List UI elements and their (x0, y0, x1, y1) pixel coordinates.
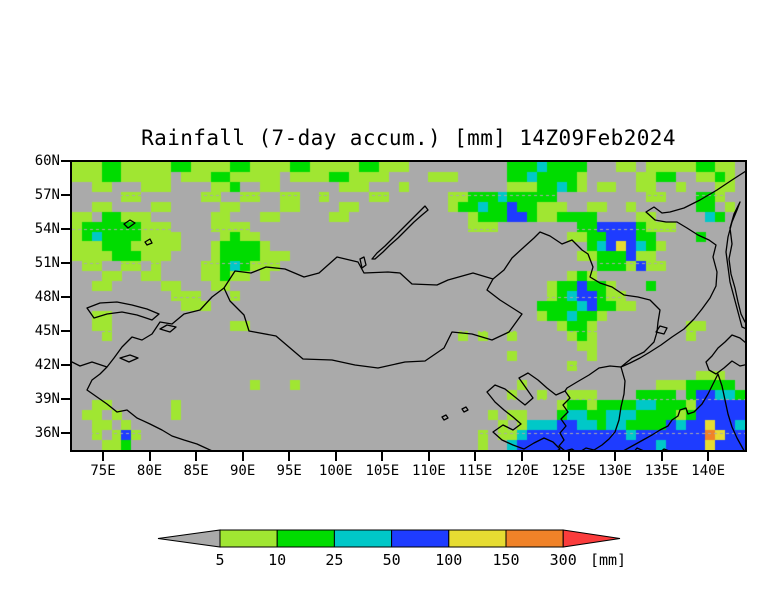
honshu-coastline (623, 373, 745, 450)
tibet-lakes (441, 406, 469, 421)
lon-tick-mark (614, 452, 617, 461)
kazakh-china-himalaya-borders (72, 287, 225, 450)
lon-tick-mark (474, 452, 477, 461)
lat-tick-label: 48N (34, 289, 60, 305)
lakes-balkhash-zaysan-issykkul (86, 301, 177, 363)
lake-khanka (655, 325, 668, 335)
lat-tick-mark (61, 296, 70, 298)
colorbar-segment-50 (391, 529, 450, 548)
okhotsk-primorye-coastline (620, 170, 745, 368)
lon-tick-mark (102, 452, 104, 461)
lat-tick-label: 45N (34, 323, 60, 339)
plot-title: Rainfall (7-day accum.) [mm] 14Z09Feb202… (141, 126, 676, 150)
hokkaido-coastline (705, 334, 745, 375)
colorbar-segment-150 (505, 529, 564, 548)
lon-tick-label: 105E (365, 463, 400, 479)
colorbar-tick-label: 10 (268, 551, 286, 569)
lat-tick-label: 54N (34, 221, 60, 237)
lat-tick-mark (61, 432, 70, 434)
colorbar: 5 10 25 50 100 150 300 [mm] (157, 529, 626, 569)
lat-tick-mark (61, 330, 70, 332)
lon-tick-mark (288, 452, 291, 461)
lat-tick-label: 36N (34, 425, 60, 441)
colorbar-segment-100 (448, 529, 507, 548)
korea-coastline (558, 366, 626, 450)
lon-tick-label: 125E (551, 463, 586, 479)
lon-tick-label: 85E (183, 463, 209, 479)
lon-tick-mark (195, 452, 198, 461)
korea-china-border (564, 365, 622, 392)
lon-tick-mark (427, 452, 430, 461)
lakes-chany-teletskoye-baikal-khovsgol (123, 205, 429, 269)
kyushu-shikoku-coastline (634, 447, 669, 450)
lon-tick-mark (707, 452, 710, 461)
lat-tick-label: 39N (34, 391, 60, 407)
lon-tick-label: 80E (136, 463, 163, 479)
bohai-shandong-coastline (486, 372, 566, 450)
lat-tick-label: 42N (34, 357, 60, 373)
amur-argun-russia-china-border (492, 231, 661, 368)
lon-tick-mark (148, 452, 151, 461)
lon-tick-label: 75E (90, 463, 116, 479)
mongolia-border (223, 256, 523, 369)
lat-tick-label: 60N (34, 153, 60, 169)
colorbar-segment-25 (333, 529, 393, 548)
colorbar-unit-label: [mm] (590, 551, 626, 569)
lon-tick-mark (520, 452, 523, 461)
lon-tick-label: 130E (598, 463, 632, 479)
lat-tick-label: 51N (34, 255, 60, 271)
lat-tick-mark (61, 160, 70, 162)
colorbar-tick-label: 25 (325, 551, 343, 569)
lat-tick-mark (61, 398, 70, 400)
lat-tick-mark (61, 364, 70, 366)
colorbar-segment-5 (219, 529, 278, 548)
lon-tick-mark (241, 452, 244, 461)
sakhalin-coastline (725, 201, 745, 329)
lon-tick-mark (567, 452, 570, 461)
lon-tick-mark (381, 452, 384, 461)
lon-tick-label: 110E (411, 463, 446, 479)
lon-tick-label: 135E (644, 463, 679, 479)
lon-tick-label: 95E (276, 463, 302, 479)
colorbar-below-min-arrow (157, 529, 221, 548)
map-plot-area (70, 160, 747, 452)
lon-tick-label: 115E (458, 463, 493, 479)
lon-tick-mark (660, 452, 663, 461)
lon-tick-label: 90E (229, 463, 256, 479)
colorbar-segment-10 (276, 529, 335, 548)
lat-tick-label: 57N (34, 187, 60, 203)
colorbar-tick-label: 5 (215, 551, 224, 569)
colorbar-tick-label: 100 (435, 551, 462, 569)
colorbar-above-max-arrow (562, 529, 621, 548)
coastlines-borders-overlay (72, 170, 745, 450)
lon-tick-label: 140E (691, 463, 725, 479)
lon-tick-label: 120E (505, 463, 539, 479)
colorbar-tick-label: 150 (492, 551, 519, 569)
lat-tick-mark (61, 228, 70, 230)
lat-tick-mark (61, 262, 70, 264)
lat-tick-mark (61, 194, 70, 196)
colorbar-tick-label: 300 (550, 551, 577, 569)
lon-tick-label: 100E (318, 463, 353, 479)
rainfall-shading-canvas (72, 162, 745, 450)
colorbar-tick-label: 50 (383, 551, 401, 569)
lon-tick-mark (334, 452, 337, 461)
